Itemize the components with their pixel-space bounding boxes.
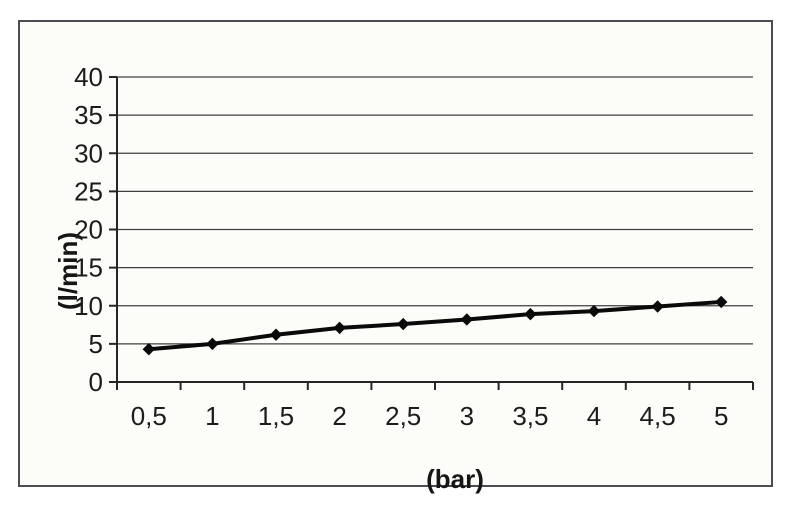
x-tick-label-2: 1,5 <box>258 401 294 431</box>
y-tick-label-0: 0 <box>89 367 103 397</box>
data-point-marker-2 <box>269 328 283 341</box>
x-tick-label-5: 3 <box>460 401 474 431</box>
x-tick-label-8: 4,5 <box>640 401 676 431</box>
y-tick-label-10: 10 <box>74 291 103 321</box>
y-tick-label-20: 20 <box>74 215 103 245</box>
x-tick-label-6: 3,5 <box>512 401 548 431</box>
x-tick-label-3: 2 <box>332 401 346 431</box>
x-axis-title: (bar) <box>426 464 484 494</box>
y-tick-label-5: 5 <box>89 329 103 359</box>
y-tick-label-40: 40 <box>74 62 103 92</box>
x-tick-label-0: 0,5 <box>131 401 167 431</box>
data-point-marker-3 <box>333 321 346 335</box>
data-point-marker-1 <box>206 337 219 351</box>
y-tick-label-30: 30 <box>74 138 103 168</box>
data-point-marker-4 <box>396 317 410 331</box>
y-tick-label-25: 25 <box>74 176 103 206</box>
data-point-marker-9 <box>714 295 728 309</box>
x-tick-label-7: 4 <box>587 401 601 431</box>
x-tick-label-4: 2,5 <box>385 401 421 431</box>
x-tick-label-1: 1 <box>205 401 219 431</box>
x-tick-label-9: 5 <box>714 401 728 431</box>
flow-series-line <box>146 299 724 352</box>
data-point-marker-6 <box>524 307 537 321</box>
data-point-marker-8 <box>651 300 664 313</box>
y-tick-label-15: 15 <box>74 253 103 283</box>
data-point-marker-0 <box>142 343 156 356</box>
data-point-marker-5 <box>460 313 474 326</box>
data-point-marker-7 <box>587 304 601 318</box>
chart-frame: (l/min) (bar) <box>18 20 773 494</box>
y-tick-label-35: 35 <box>74 100 103 130</box>
